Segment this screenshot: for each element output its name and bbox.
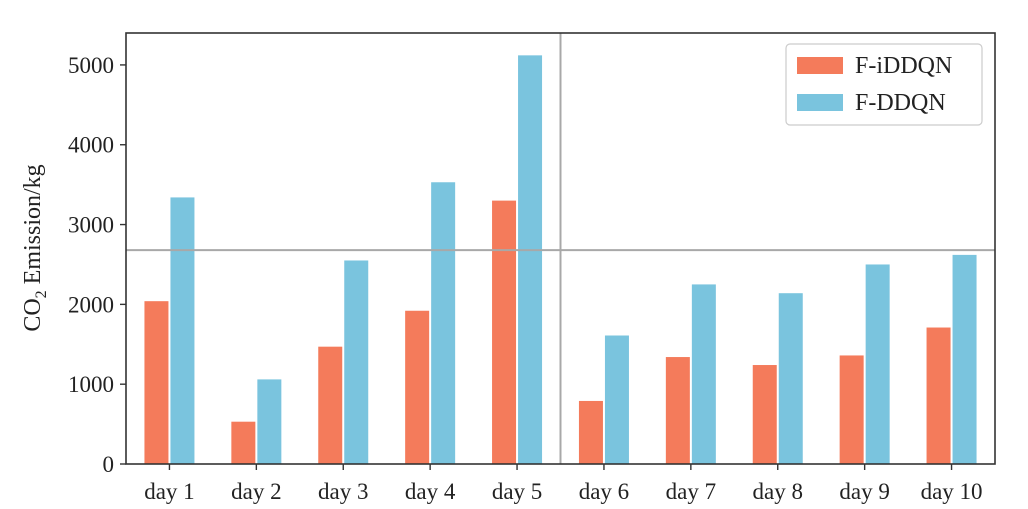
bar-f-ddqn-day-9 xyxy=(865,264,890,464)
bar-f-iddqn-day-1 xyxy=(144,301,169,464)
y-tick-label-2000: 2000 xyxy=(68,292,114,317)
x-tick-label-day-3: day 3 xyxy=(318,479,368,504)
bar-f-iddqn-day-5 xyxy=(492,200,517,464)
legend-label-f-iddqn: F-iDDQN xyxy=(855,53,952,79)
y-tick-label-1000: 1000 xyxy=(68,372,114,397)
bar-f-iddqn-day-8 xyxy=(752,365,777,464)
bar-f-ddqn-day-1 xyxy=(170,197,195,464)
bars xyxy=(144,55,977,465)
x-tick-label-day-9: day 9 xyxy=(839,479,889,504)
x-tick-label-day-1: day 1 xyxy=(144,479,194,504)
bar-f-iddqn-day-6 xyxy=(578,400,603,464)
plot-frame xyxy=(125,32,996,465)
bar-f-ddqn-day-4 xyxy=(431,182,456,464)
legend-swatch-f-iddqn xyxy=(797,57,843,74)
legend-label-f-ddqn: F-DDQN xyxy=(855,90,946,116)
x-tick-label-day-7: day 7 xyxy=(666,479,716,504)
x-tick-label-day-8: day 8 xyxy=(753,479,803,504)
bar-f-ddqn-day-10 xyxy=(952,254,977,464)
bar-f-iddqn-day-4 xyxy=(405,310,430,464)
legend: F-iDDQN F-DDQN xyxy=(785,43,983,126)
x-tick-label-day-6: day 6 xyxy=(579,479,629,504)
bar-f-ddqn-day-2 xyxy=(257,379,282,464)
x-tick-label-day-4: day 4 xyxy=(405,479,456,504)
bar-f-ddqn-day-8 xyxy=(778,293,803,464)
bar-f-iddqn-day-7 xyxy=(665,357,690,464)
y-axis-label: CO2 Emission/kg xyxy=(20,164,50,331)
y-axis-ticks: 0 1000 2000 3000 4000 5000 xyxy=(68,53,126,477)
y-tick-label-0: 0 xyxy=(103,452,115,477)
x-tick-label-day-2: day 2 xyxy=(231,479,281,504)
bar-f-iddqn-day-9 xyxy=(839,355,864,464)
bar-f-ddqn-day-6 xyxy=(604,335,629,464)
bar-f-ddqn-day-3 xyxy=(344,260,369,464)
y-axis-label-subscript: 2 xyxy=(33,290,50,298)
bar-f-iddqn-day-3 xyxy=(318,346,343,464)
legend-swatch-f-ddqn xyxy=(797,94,843,111)
reference-lines xyxy=(126,33,995,464)
y-tick-label-4000: 4000 xyxy=(68,133,114,158)
bar-f-iddqn-day-10 xyxy=(926,327,951,464)
y-axis-label-rest: Emission/kg xyxy=(20,164,46,290)
bar-f-iddqn-day-2 xyxy=(231,421,256,464)
bar-f-ddqn-day-7 xyxy=(691,284,716,464)
x-tick-label-day-5: day 5 xyxy=(492,479,542,504)
x-axis-ticks: day 1 day 2 day 3 day 4 day 5 day 6 day 7 day 8… xyxy=(144,464,983,504)
x-tick-label-day-10: day 10 xyxy=(921,479,983,504)
y-tick-label-3000: 3000 xyxy=(68,213,114,238)
bar-f-ddqn-day-5 xyxy=(518,55,543,465)
y-axis-label-main: CO xyxy=(20,298,46,331)
y-tick-label-5000: 5000 xyxy=(68,53,114,78)
